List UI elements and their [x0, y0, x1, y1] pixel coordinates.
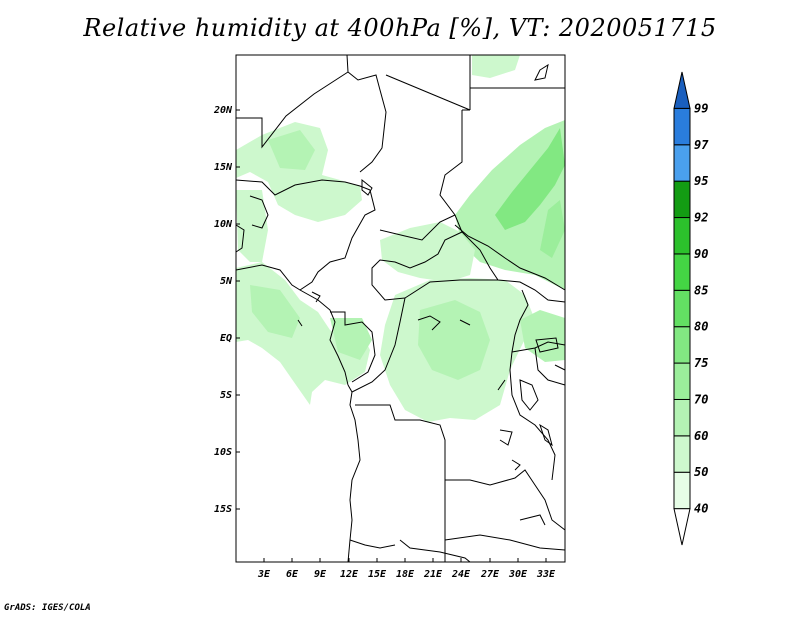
colorbar-swatch — [673, 471, 691, 510]
colorbar-swatch — [673, 253, 691, 291]
lon-tick-label: 27E — [480, 569, 500, 580]
colorbar-swatch — [673, 362, 691, 400]
colorbar-legend: 40 50 60 70 75 80 85 90 92 95 97 99 — [673, 71, 709, 546]
lat-tick-label: 10N — [214, 219, 233, 230]
humidity-area-west-strip — [236, 190, 268, 262]
colorbar-level-label: 92 — [694, 211, 708, 225]
humidity-area-gabon — [330, 318, 372, 360]
colorbar-level-label: 60 — [694, 429, 708, 443]
lon-tick-label: 6E — [286, 569, 299, 580]
lon-tick-label: 33E — [536, 569, 556, 580]
colorbar-swatch — [673, 144, 691, 182]
colorbar-level-label: 90 — [694, 247, 708, 261]
latitude-axis: 20N 15N 10N 5N EQ 5S 10S 15S — [213, 105, 240, 515]
lon-tick-label: 30E — [508, 569, 528, 580]
lon-tick-label: 18E — [396, 569, 415, 580]
humidity-area-northeast-top — [472, 55, 520, 78]
country-boundaries — [235, 54, 566, 563]
lat-tick-label: 5N — [220, 276, 233, 287]
lon-tick-label: 12E — [340, 569, 359, 580]
colorbar-level-label: 97 — [694, 138, 709, 152]
humidity-area-gulf-core — [250, 285, 300, 338]
colorbar-level-label: 80 — [694, 320, 708, 334]
colorbar-swatch — [673, 508, 691, 546]
map-frame — [235, 54, 566, 563]
grads-credit: GrADS: IGES/COLA — [4, 603, 91, 613]
colorbar-swatch — [673, 326, 691, 364]
longitude-axis: 3E 6E 9E 12E 15E 18E 21E 24E 27E 30E 33E — [257, 558, 556, 580]
humidity-area-sahel-west — [236, 122, 362, 222]
colorbar-swatch — [673, 217, 691, 255]
lat-tick-label: 15S — [214, 504, 232, 515]
colorbar-swatch — [673, 289, 691, 328]
map-title: Relative humidity at 400hPa [%], VT: 202… — [83, 14, 717, 42]
lon-tick-label: 15E — [368, 569, 387, 580]
humidity-area-lake-victoria — [520, 310, 565, 362]
colorbar-level-label: 50 — [694, 465, 708, 479]
colorbar-level-label: 75 — [694, 356, 708, 370]
humidity-area-northeast-core-2 — [540, 200, 565, 258]
humidity-area-northeast-core — [495, 128, 565, 230]
lat-tick-label: EQ — [220, 333, 232, 344]
humidity-area-sahel-west-inner — [268, 130, 315, 170]
colorbar-level-label: 85 — [694, 283, 708, 297]
lat-tick-label: 10S — [214, 447, 232, 458]
colorbar-swatch — [673, 71, 691, 109]
colorbar-level-label: 99 — [694, 101, 708, 115]
colorbar-swatch — [673, 180, 691, 219]
lat-tick-label: 5S — [220, 390, 232, 401]
lon-tick-label: 9E — [314, 569, 327, 580]
colorbar-swatch — [673, 107, 691, 146]
lon-tick-label: 3E — [257, 569, 271, 580]
colorbar-level-label: 70 — [694, 392, 708, 406]
colorbar-level-label: 40 — [694, 502, 708, 516]
humidity-shading — [236, 55, 565, 422]
colorbar-swatch — [673, 435, 691, 473]
lat-tick-label: 20N — [213, 105, 233, 116]
lon-tick-label: 21E — [423, 569, 443, 580]
colorbar-swatch — [673, 398, 691, 437]
lat-tick-label: 15N — [214, 162, 233, 173]
lon-tick-label: 24E — [451, 569, 471, 580]
colorbar-level-label: 95 — [694, 174, 708, 188]
